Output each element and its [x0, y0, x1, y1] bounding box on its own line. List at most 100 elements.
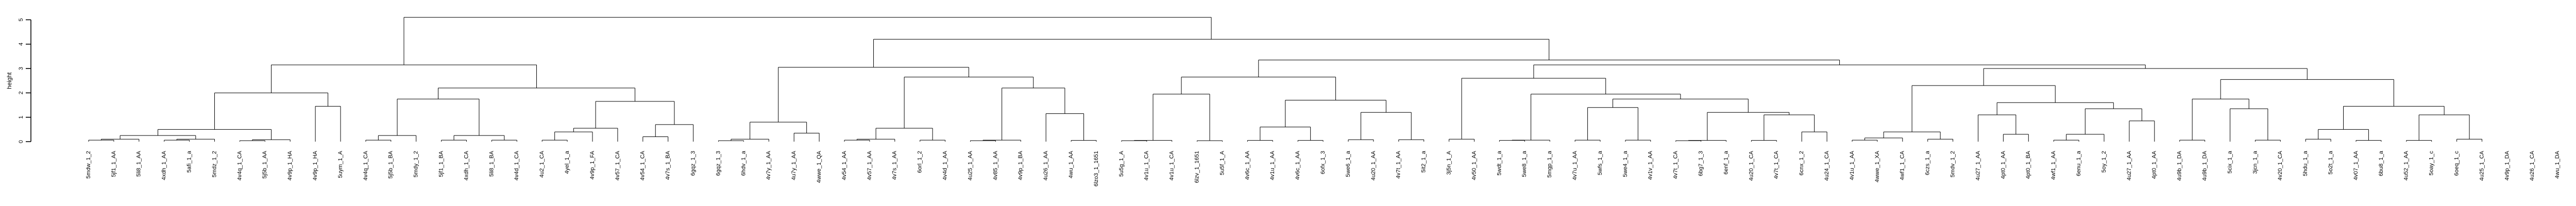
leaf-label: 6czs_1_a [1925, 150, 1931, 175]
leaf-label: 4v7t_1_CA [1773, 150, 1780, 179]
leaf-label: 5hdu_1_a [2302, 150, 2309, 176]
leaf-label: 4v57_1_CA [615, 150, 621, 180]
leaf-label: 6bu8_1_a [2378, 150, 2384, 176]
leaf-label: 4pt0_1_BA [2025, 150, 2031, 179]
dendrogram-tree [88, 17, 2482, 142]
leaf-label: 5afi_1_a [187, 150, 193, 173]
leaf-label: 4v6c_1_AA [1244, 150, 1250, 180]
leaf-label: 5it2_1_a [1421, 150, 1427, 173]
leaf-label: 4u20_1_AA [1370, 150, 1377, 180]
y-tick-label: 3 [18, 67, 24, 70]
leaf-label: 4u27_1_AA [2126, 150, 2132, 180]
leaf-label: 5jf1_1_BA [438, 150, 445, 177]
leaf-label: 4u20_1_CA [1748, 150, 1754, 181]
leaf-label: 4v7t_1_CA [1673, 150, 1679, 179]
leaf-label: 4pt0_1_AA [2151, 150, 2158, 179]
leaf-label: 4v6c_1_AA [1295, 150, 1301, 180]
leaf-label: 4wwe_1_QA [816, 150, 822, 183]
leaf-label: 5wdt_1_a [1496, 150, 1502, 176]
leaf-label: 4v7u_1_AA [1572, 150, 1578, 180]
leaf-label: 5mdy_1_2 [413, 151, 419, 177]
leaf-label: 5mdz_1_2 [211, 151, 217, 177]
leaf-label: 4wu_1_AA [1068, 150, 1074, 178]
leaf-label: 6gqz_1_3 [715, 151, 721, 176]
leaf-label: 4v9p_1_HA [287, 150, 293, 180]
leaf-label: 4u24_1_CA [1824, 150, 1830, 181]
leaf-label: 4v1u_1_AA [1269, 150, 1276, 180]
leaf-label: 6bg7_1_3 [1698, 151, 1704, 176]
leaf-label: 5oay_1_c [2429, 151, 2435, 176]
leaf-label: 6ofx_1_3 [1320, 151, 1326, 174]
leaf-label: 4v1u_1_CA [1169, 150, 1175, 180]
leaf-label: 5j5b_1_BA [388, 150, 394, 178]
leaf-label: 5u5g_1_A [1118, 150, 1125, 177]
leaf-label: 4xdh_1_CA [463, 150, 469, 180]
leaf-label: 5mdv_1_2 [1950, 151, 1956, 177]
leaf-label: 5mdw_1_2 [86, 151, 92, 179]
y-tick-label: 2 [18, 91, 24, 94]
leaf-label: 3jcn_1_a [2252, 150, 2258, 174]
leaf-label: 5cix_1_a [2227, 150, 2233, 174]
leaf-labels: 5mdw_1_2 5jf1_1_AA 5li8_1_AA 4xdh_1_AA 5afi_… [86, 150, 2561, 186]
y-tick-label: 5 [18, 18, 24, 21]
leaf-label: 4wf1_1_CA [1900, 150, 1906, 180]
leaf-label: 6hdv_1_a [740, 150, 747, 176]
leaf-label: 5li8_1_BA [488, 150, 495, 177]
leaf-label: 4u52_1_AA [2403, 150, 2410, 180]
leaf-label: 4v4q_1_CA [236, 150, 243, 180]
leaf-label: 6lzv_1_1651 [1194, 151, 1200, 183]
leaf-label: 4v7y_1_AA [766, 150, 772, 180]
leaf-label: 4yel_1_a [564, 150, 570, 174]
y-tick-label: 1 [18, 116, 24, 119]
leaf-label: 4v9p_1_DA [2504, 150, 2510, 180]
leaf-label: 4v7s_1_AA [892, 150, 898, 180]
leaf-label: 4wf1_1_AA [2050, 150, 2057, 180]
leaf-label: 5we8_1_a [1521, 150, 1528, 177]
leaf-label: 4u26_1_AA [1043, 150, 1049, 180]
y-ticks: 0 1 2 3 4 5 [18, 18, 31, 143]
leaf-label: 5wfs_1_a [1597, 150, 1603, 175]
y-axis-title: height [6, 72, 13, 89]
leaf-label: 4v4d_1_CA [514, 150, 520, 180]
leaf-label: 4u7y_1_AA [791, 150, 797, 180]
leaf-label: 4v20_1_CA [2277, 150, 2283, 180]
leaf-label: 4v4q_1_CA [363, 150, 369, 180]
leaf-label: 4u27_1_AA [1975, 150, 1981, 180]
leaf-label: 5j5b_1_AA [262, 150, 268, 178]
leaf-label: 4u2_1_CA [539, 150, 545, 178]
leaf-label: 4v1v_1_AA [1648, 150, 1654, 180]
leaf-label: 5we4_1_a [1622, 150, 1629, 177]
leaf-label: 4v9p_1_HA [312, 150, 318, 180]
leaf-label: 4u25_1_CA [2479, 150, 2485, 181]
leaf-label: 3j5n_1_A [1446, 150, 1452, 175]
leaf-label: 4v9p_1_BA [1018, 150, 1024, 180]
leaf-label: 4wwe_1_XA [1874, 150, 1880, 182]
leaf-label: 5uym_1_A [337, 150, 344, 178]
leaf-label: 4u9b_1_DA [2177, 150, 2183, 181]
leaf-label: 4v54_1_CA [640, 150, 646, 180]
leaf-label: 6orl_1_2 [917, 151, 923, 173]
leaf-label: 6oeq_1_c [2454, 151, 2460, 176]
leaf-label: 6lzo3_1_1651 [1093, 151, 1099, 186]
leaf-label: 6enf_1_a [1723, 150, 1729, 175]
leaf-label: 6gqz_1_3 [690, 151, 697, 176]
leaf-label: 4v7s_1_BA [665, 150, 671, 180]
leaf-label: 4v1u_1_CA [1144, 150, 1150, 180]
leaf-label: 6cnx_1_2 [1799, 151, 1805, 176]
leaf-label: 5oy_1_2 [2101, 151, 2107, 173]
leaf-label: 5mgp_1_a [1547, 150, 1553, 178]
leaf-label: 4v50_1_AA [1471, 150, 1477, 180]
y-axis: 0 1 2 3 4 5 height [6, 18, 31, 143]
leaf-label: 6enu_1_a [2076, 150, 2082, 176]
leaf-label: 5we6_1_a [1345, 150, 1351, 177]
leaf-label: 4wu_1_DA [2554, 150, 2561, 178]
leaf-label: 4v54_1_AA [841, 150, 848, 180]
leaf-label: 5o2t_1_a [2328, 150, 2334, 175]
leaf-label: 4pt0_1_AA [2000, 150, 2006, 179]
leaf-label: 4u26_1_CA [2529, 150, 2535, 181]
leaf-label: 5jf1_1_AA [111, 150, 117, 177]
y-tick-label: 0 [18, 140, 24, 143]
leaf-label: 4v1u_1_AA [1849, 150, 1855, 180]
leaf-label: 4v07_1_AA [2353, 150, 2359, 180]
